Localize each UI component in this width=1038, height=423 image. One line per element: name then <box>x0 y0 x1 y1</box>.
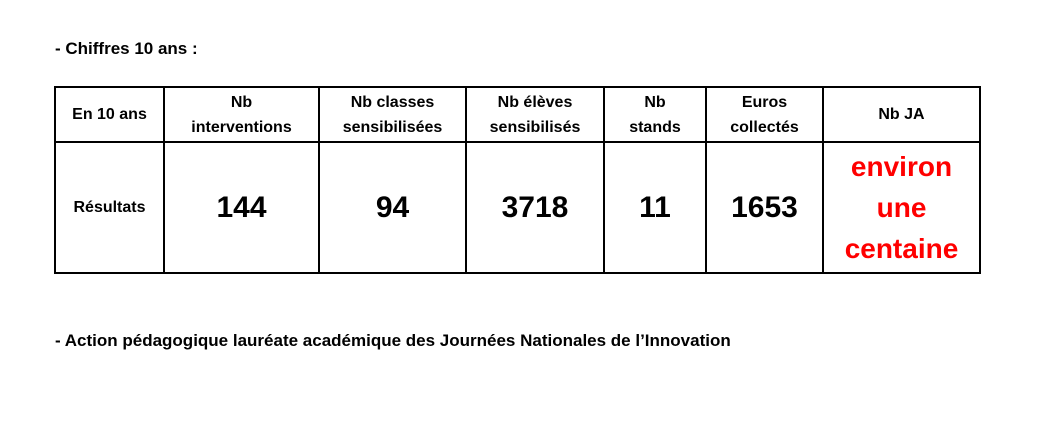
row-label-resultats: Résultats <box>54 141 165 274</box>
section-heading-action: - Action pédagogique lauréate académique… <box>55 331 731 350</box>
value-interventions: 144 <box>163 141 320 274</box>
header-nb-stands: Nb stands <box>603 86 707 143</box>
header-nb-interventions: Nb interventions <box>163 86 320 143</box>
value-stands: 11 <box>603 141 707 274</box>
header-nb-classes: Nb classes sensibilisées <box>318 86 467 143</box>
table-row: Résultats 144 94 3718 11 1653 environ une… <box>54 141 981 274</box>
header-en-10-ans: En 10 ans <box>54 86 165 143</box>
value-eleves: 3718 <box>465 141 605 274</box>
value-classes: 94 <box>318 141 467 274</box>
table-header-row: En 10 ans Nb interventions Nb classes sens… <box>54 86 981 143</box>
header-euros-collectes: Euros collectés <box>705 86 824 143</box>
header-nb-ja: Nb JA <box>822 86 981 143</box>
section-heading-chiffres: - Chiffres 10 ans : <box>55 39 198 58</box>
header-nb-eleves: Nb élèves sensibilisés <box>465 86 605 143</box>
results-table: En 10 ans Nb interventions Nb classes sens… <box>54 86 981 274</box>
value-euros: 1653 <box>705 141 824 274</box>
value-nb-ja: environ une centaine <box>822 141 981 274</box>
